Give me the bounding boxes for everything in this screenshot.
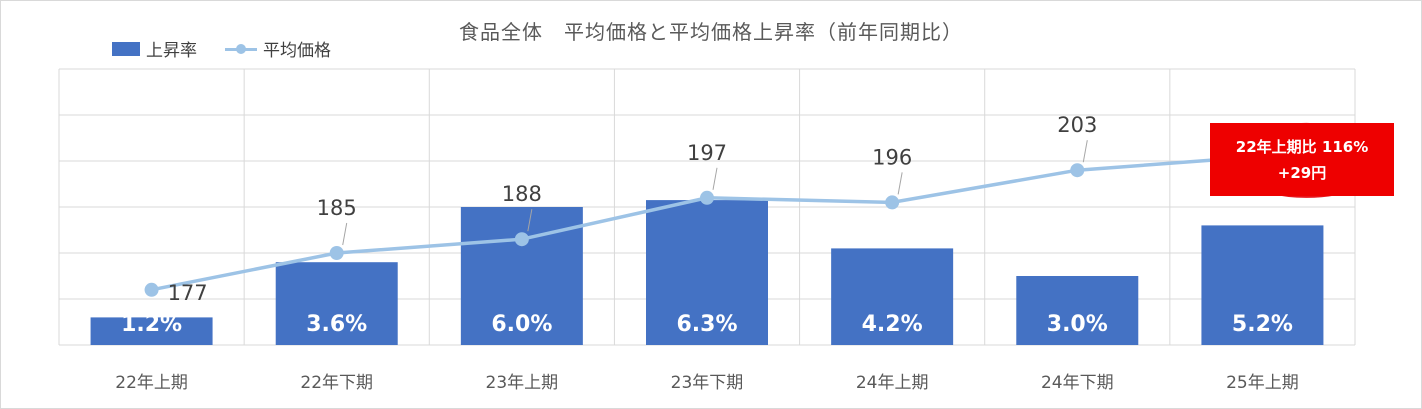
callout-box: 22年上期比 116% +29円 — [1210, 123, 1394, 196]
price-point — [885, 195, 900, 210]
category-label: 22年下期 — [300, 373, 373, 393]
category-label: 24年下期 — [1041, 373, 1114, 393]
callout-line2: +29円 — [1277, 163, 1327, 182]
bar-label: 3.6% — [306, 312, 367, 337]
category-label: 23年上期 — [486, 373, 559, 393]
legend-label-price: 平均価格 — [263, 41, 331, 61]
bar-label: 5.2% — [1232, 312, 1293, 337]
category-label: 23年下期 — [671, 373, 744, 393]
bar — [275, 262, 398, 345]
price-label-leader — [1082, 140, 1088, 163]
legend-swatch-line — [225, 42, 257, 56]
bar-label: 4.2% — [862, 312, 923, 337]
bar-label: 6.0% — [491, 312, 552, 337]
legend-item-rate: 上昇率 — [112, 36, 197, 61]
price-label-leader — [342, 222, 348, 246]
bar-label: 1.2% — [121, 312, 182, 337]
price-label-leader — [897, 172, 903, 195]
price-point — [1070, 163, 1085, 178]
price-label: 203 — [1057, 113, 1097, 137]
price-label-leader — [527, 209, 533, 232]
price-point — [329, 246, 344, 260]
category-label: 25年上期 — [1226, 373, 1299, 393]
price-label: 188 — [502, 182, 542, 206]
price-point — [144, 282, 159, 297]
bar-label: 6.3% — [676, 312, 737, 337]
bar — [1201, 225, 1324, 345]
category-label: 22年上期 — [115, 373, 188, 393]
price-label: 177 — [168, 281, 208, 305]
bar — [1016, 276, 1139, 345]
legend-swatch-bar — [112, 41, 140, 56]
bar-label: 3.0% — [1047, 312, 1108, 337]
price-label: 197 — [687, 141, 727, 165]
price-point — [514, 232, 529, 247]
price-label: 185 — [317, 196, 357, 220]
price-label: 196 — [872, 145, 912, 169]
bar — [646, 200, 768, 345]
callout-line1: 22年上期比 116% — [1235, 137, 1369, 156]
legend: 上昇率 平均価格 — [112, 36, 331, 61]
price-point — [700, 190, 714, 205]
bar — [90, 317, 213, 345]
legend-item-price: 平均価格 — [225, 36, 331, 61]
legend-label-rate: 上昇率 — [146, 41, 197, 61]
chart-title: 食品全体 平均価格と平均価格上昇率（前年同期比） — [459, 20, 963, 44]
bar — [831, 248, 954, 345]
category-label: 24年上期 — [856, 373, 929, 393]
price-label-leader — [712, 167, 718, 190]
